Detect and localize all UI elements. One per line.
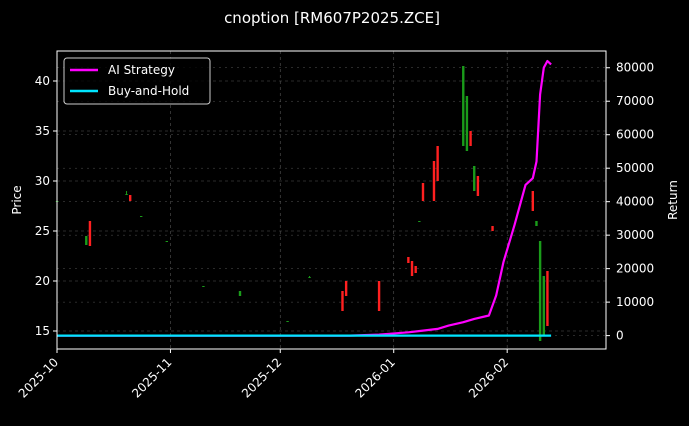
candle-up — [465, 96, 469, 151]
candle-down — [531, 191, 534, 211]
candle-down — [432, 161, 436, 201]
series-line-ai-strategy — [57, 59, 552, 337]
candles — [55, 66, 549, 341]
candle-down — [414, 266, 417, 273]
y-left-tick-label: 20 — [35, 274, 50, 288]
y-right-tick-label: 20000 — [616, 262, 654, 276]
y-axis-left: 15 20 25 30 35 40 — [35, 74, 57, 338]
candle-up — [308, 277, 311, 278]
candle-down — [436, 146, 439, 181]
candle-up — [535, 221, 538, 226]
y-left-tick-label: 35 — [35, 124, 50, 138]
legend: AI Strategy Buy-and-Hold — [63, 57, 211, 105]
candle-down — [476, 176, 480, 196]
candle-up — [286, 321, 289, 322]
chart-title: cnoption [RM607P2025.ZCE] — [224, 9, 440, 27]
candle-up — [165, 241, 168, 242]
candle-up — [125, 194, 128, 195]
y-right-tick-label: 10000 — [616, 295, 654, 309]
candle-down — [341, 291, 344, 311]
candle-down — [129, 195, 132, 201]
y-right-tick-label: 0 — [616, 329, 624, 343]
y-axis-right-label: Return — [666, 180, 680, 220]
candle-down — [407, 257, 410, 263]
y-right-tick-label: 80000 — [616, 61, 654, 75]
series-lines — [57, 59, 552, 337]
candle-down — [344, 281, 348, 296]
legend-box — [63, 57, 211, 105]
y-right-tick-label: 70000 — [616, 94, 654, 108]
y-right-tick-label: 60000 — [616, 128, 654, 142]
candle-up — [473, 166, 476, 191]
y-left-tick-label: 25 — [35, 224, 50, 238]
candle-up — [238, 291, 242, 296]
candle-down — [377, 281, 381, 311]
legend-label-ai-strategy: AI Strategy — [108, 63, 175, 77]
candle-down — [410, 261, 414, 276]
candle-up — [202, 286, 205, 287]
candle-up — [538, 241, 542, 341]
y-axis-left-label: Price — [10, 185, 24, 214]
candle-up — [85, 236, 88, 245]
y-left-tick-label: 40 — [35, 74, 50, 88]
candle-down — [421, 183, 425, 201]
candle-down — [491, 226, 494, 231]
candle-up — [462, 66, 465, 146]
candle-down — [469, 131, 472, 146]
y-left-tick-label: 30 — [35, 174, 50, 188]
candle-up — [542, 276, 545, 336]
y-left-tick-label: 15 — [35, 324, 50, 338]
y-axis-right: 0 10000 20000 30000 40000 50000 60000 70000 8000… — [606, 61, 654, 343]
y-right-tick-label: 50000 — [616, 161, 654, 175]
candle-down — [546, 271, 549, 326]
candle-down — [88, 221, 92, 246]
candle-up — [139, 216, 143, 217]
legend-label-buy-and-hold: Buy-and-Hold — [108, 84, 189, 98]
candle-up — [418, 221, 421, 222]
plot-frame — [56, 50, 607, 350]
y-right-tick-label: 40000 — [616, 195, 654, 209]
y-right-tick-label: 30000 — [616, 228, 654, 242]
